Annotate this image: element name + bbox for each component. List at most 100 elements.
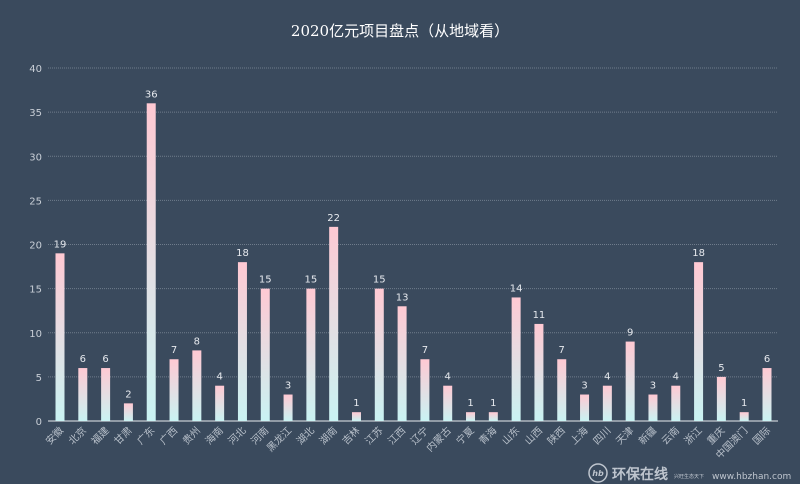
- bar-四川: [602, 385, 612, 421]
- bar-新疆: [648, 394, 658, 421]
- bar-广西: [169, 359, 179, 421]
- data-label: 3: [285, 381, 291, 392]
- data-label: 6: [764, 354, 770, 365]
- bar-海南: [215, 385, 225, 421]
- x-tick-label: 吉林: [339, 424, 362, 447]
- y-tick-label: 10: [29, 329, 42, 340]
- bar-云南: [671, 385, 681, 421]
- y-tick-label: 25: [29, 196, 42, 207]
- x-tick-label: 内蒙古: [423, 424, 453, 454]
- data-label: 1: [741, 398, 747, 409]
- data-label: 4: [216, 372, 222, 383]
- x-tick-label: 江苏: [362, 424, 385, 447]
- data-label: 13: [396, 292, 409, 303]
- x-tick-label: 山西: [522, 425, 545, 448]
- x-tick-label: 上海: [567, 424, 590, 447]
- bar-辽宁: [420, 359, 430, 421]
- y-tick-label: 35: [29, 108, 42, 119]
- bar-山西: [534, 323, 544, 421]
- bar-湖南: [329, 226, 339, 421]
- bar-福建: [101, 368, 111, 421]
- data-label: 14: [510, 283, 523, 294]
- x-tick-label: 浙江: [682, 425, 705, 448]
- watermark-logo-mark: hb: [592, 469, 604, 478]
- data-label: 4: [445, 372, 451, 383]
- x-tick-label: 云南: [659, 424, 682, 447]
- bar-甘肃: [123, 403, 133, 421]
- data-label: 18: [692, 248, 705, 259]
- x-tick-label: 陕西: [545, 424, 568, 447]
- bar-天津: [625, 341, 635, 421]
- data-label: 15: [305, 275, 318, 286]
- x-tick-label: 广东: [134, 424, 157, 447]
- data-label: 6: [102, 354, 108, 365]
- x-tick-label: 宁夏: [453, 424, 476, 447]
- y-tick-label: 5: [36, 373, 42, 384]
- data-label: 19: [54, 239, 67, 250]
- x-tick-label: 湖南: [316, 424, 339, 447]
- y-tick-label: 15: [29, 285, 42, 296]
- watermark: hb 环保在线 兴旺生态天下 www.hbzhan.com: [588, 463, 791, 483]
- bar-青海: [488, 412, 498, 421]
- bar-江苏: [374, 288, 384, 421]
- bar-吉林: [351, 412, 361, 421]
- data-label: 5: [718, 363, 724, 374]
- watermark-logo: [588, 463, 608, 483]
- bar-贵州: [192, 350, 202, 421]
- data-label: 7: [422, 345, 428, 356]
- x-tick-label: 青海: [476, 424, 499, 447]
- x-tick-label: 天津: [614, 425, 637, 448]
- x-tick-label: 山东: [499, 424, 522, 447]
- x-tick-label: 甘肃: [111, 424, 134, 447]
- x-tick-label: 安徽: [43, 424, 66, 447]
- bar-江西: [397, 306, 407, 421]
- data-label: 6: [80, 354, 86, 365]
- bar-浙江: [694, 262, 704, 421]
- data-label: 1: [353, 398, 359, 409]
- watermark-name: 环保在线: [612, 466, 668, 483]
- x-tick-label: 国际: [750, 425, 773, 448]
- x-tick-label: 北京: [66, 424, 89, 447]
- data-label: 8: [194, 336, 200, 347]
- data-label: 15: [259, 275, 272, 286]
- x-tick-label: 福建: [88, 424, 111, 447]
- x-tick-label: 黑龙江: [264, 424, 294, 454]
- data-label: 2: [125, 389, 131, 400]
- data-label: 7: [171, 345, 177, 356]
- bar-重庆: [716, 376, 726, 421]
- bar-广东: [146, 103, 156, 422]
- y-tick-label: 0: [36, 417, 42, 428]
- bar-河南: [260, 288, 270, 421]
- bar-陕西: [557, 359, 567, 421]
- data-label: 1: [490, 398, 496, 409]
- y-tick-label: 30: [29, 152, 42, 163]
- bar-上海: [580, 394, 590, 421]
- data-label: 4: [604, 372, 610, 383]
- x-tick-label: 湖北: [294, 425, 317, 448]
- watermark-slogan: 兴旺生态天下: [674, 473, 704, 480]
- data-label: 1: [467, 398, 473, 409]
- bar-山东: [511, 297, 521, 421]
- x-tick-label: 江西: [386, 425, 409, 448]
- bar-北京: [78, 368, 88, 421]
- bar-黑龙江: [283, 394, 293, 421]
- y-tick-label: 20: [29, 241, 42, 252]
- data-label: 4: [673, 372, 679, 383]
- watermark-url: www.hbzhan.com: [712, 472, 791, 482]
- data-label: 22: [327, 213, 340, 224]
- x-tick-label: 河北: [226, 425, 249, 448]
- data-label: 36: [145, 89, 158, 100]
- bar-湖北: [306, 288, 316, 421]
- x-tick-label: 贵州: [180, 424, 203, 447]
- data-label: 7: [559, 345, 565, 356]
- data-label: 11: [533, 310, 546, 321]
- x-tick-label: 新疆: [636, 424, 659, 447]
- bar-安徽: [55, 253, 65, 421]
- data-label: 3: [581, 381, 587, 392]
- data-label: 9: [627, 328, 633, 339]
- bar-内蒙古: [443, 385, 453, 421]
- x-tick-label: 四川: [592, 425, 614, 447]
- bar-中国澳门: [739, 412, 749, 421]
- data-label: 3: [650, 381, 656, 392]
